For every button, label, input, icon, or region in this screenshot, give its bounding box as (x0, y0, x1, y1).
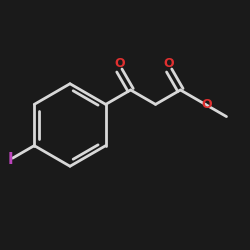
Text: I: I (8, 152, 14, 167)
Text: O: O (114, 57, 125, 70)
Text: O: O (164, 57, 174, 70)
Text: O: O (201, 98, 212, 111)
